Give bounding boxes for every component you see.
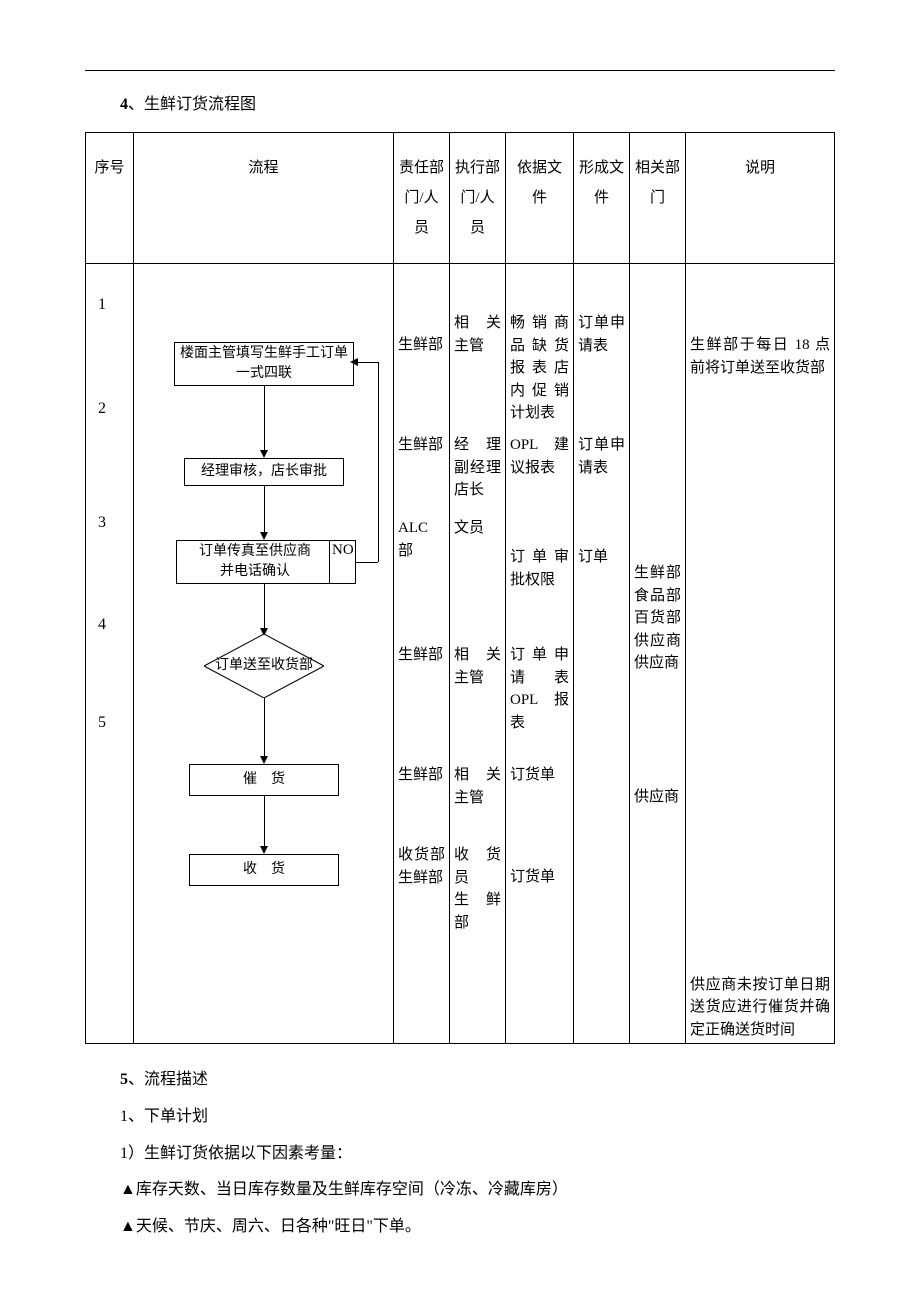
exec-3: 文员 <box>454 517 501 540</box>
fb-top <box>356 362 378 363</box>
th-basis: 依据文件 <box>506 133 574 264</box>
form-1: 订单申请表 <box>578 312 625 357</box>
related-2: 供应商 <box>634 786 681 809</box>
arrow-5-6 <box>264 796 265 848</box>
page-top-rule <box>85 70 835 71</box>
arrow-head-5-6 <box>260 846 268 854</box>
sec5-title: 5、流程描述 <box>120 1062 835 1099</box>
sec5-l3: ▲库存天数、当日库存数量及生鲜库存空间（冷冻、冷藏库房） <box>120 1172 835 1209</box>
th-seq: 序号 <box>86 133 134 264</box>
fb-bot <box>356 562 378 563</box>
resp-4: 生鲜部 <box>398 644 445 667</box>
fb-vert <box>378 362 379 562</box>
arrow-head-4-5 <box>260 756 268 764</box>
resp-5: 生鲜部 <box>398 764 445 787</box>
fb-arrowhead <box>350 358 358 366</box>
basis-6: 订货单 <box>510 866 569 889</box>
flowchart-cell: 楼面主管填写生鲜手工订单一式四联 经理审核，店长审批 订单传真至供应商 并电话确… <box>134 264 394 1044</box>
arrow-4-5 <box>264 698 265 758</box>
seq-4: 4 <box>86 616 133 634</box>
arrow-2-3 <box>264 486 265 534</box>
sec4-text: 生鲜订货流程图 <box>144 96 256 113</box>
sec4-num: 4 <box>120 96 128 113</box>
sec5-l4: ▲天候、节庆、周六、日各种"旺日"下单。 <box>120 1209 835 1246</box>
section-5-block: 5、流程描述 1、下单计划 1）生鲜订货依据以下因素考量： ▲库存天数、当日库存… <box>120 1062 835 1246</box>
basis-1: 畅销商品缺货报表店内促销计划表 <box>510 312 569 425</box>
resp-2: 生鲜部 <box>398 434 445 457</box>
th-exec: 执行部门/人员 <box>450 133 506 264</box>
sec5-l1: 1、下单计划 <box>120 1099 835 1136</box>
desc-bottom: 供应商未按订单日期送货应进行催货并确定正确送货时间 <box>686 974 834 1042</box>
form-cell: 订单申请表 订单申请表 订单 <box>574 264 630 1044</box>
basis-3: 订单审批权限 <box>510 546 569 591</box>
form-2: 订单申请表 <box>578 434 625 479</box>
section-4-title: 4、生鲜订货流程图 <box>120 90 835 114</box>
desc-cell: 生鲜部于每日 18 点前将订单送至收货部 供应商未按订单日期送货应进行催货并确定… <box>686 264 835 1044</box>
th-desc: 说明 <box>686 133 835 264</box>
basis-2: OPL 建议报表 <box>510 434 569 479</box>
arrow-1-2 <box>264 386 265 452</box>
flow-box-3-divider <box>329 540 330 584</box>
table-header-row: 序号 流程 责任部门/人员 执行部门/人员 依据文件 形成文件 相关部门 说明 <box>86 133 835 264</box>
th-form: 形成文件 <box>574 133 630 264</box>
exec-2: 经理 副经理店长 <box>454 434 501 502</box>
related-cell: 生鲜部食品部百货部供应商供应商 供应商 <box>630 264 686 1044</box>
exec-5: 相 关主管 <box>454 764 501 809</box>
diamond-label: 订单送至收货部 <box>204 634 324 698</box>
basis-cell: 畅销商品缺货报表店内促销计划表 OPL 建议报表 订单审批权限 订单申请表 OP… <box>506 264 574 1044</box>
no-label: NO <box>332 542 354 559</box>
th-rel: 相关部门 <box>630 133 686 264</box>
basis-5: 订货单 <box>510 764 569 787</box>
flowchart-table: 序号 流程 责任部门/人员 执行部门/人员 依据文件 形成文件 相关部门 说明 … <box>85 132 835 1044</box>
flow-box-2: 经理审核，店长审批 <box>184 458 344 486</box>
seq-1: 1 <box>86 296 133 314</box>
th-flow: 流程 <box>134 133 394 264</box>
resp-6: 收货部生鲜部 <box>398 844 445 889</box>
exec-6: 收 货员 生 鲜部 <box>454 844 501 934</box>
resp-1: 生鲜部 <box>398 334 445 357</box>
seq-3: 3 <box>86 514 133 532</box>
flow-box-1: 楼面主管填写生鲜手工订单一式四联 <box>174 342 354 386</box>
form-3: 订单 <box>578 546 625 569</box>
table-body-row: 1 2 3 4 5 楼面主管填写生鲜手工订单一式四联 经理审核，店长审批 <box>86 264 835 1044</box>
flow-box-6: 收 货 <box>189 854 339 886</box>
exec-1: 相 关主管 <box>454 312 501 357</box>
seq-2: 2 <box>86 400 133 418</box>
seq-5: 5 <box>86 714 133 732</box>
exec-cell: 相 关主管 经理 副经理店长 文员 相 关主管 相 关主管 收 货员 生 鲜部 <box>450 264 506 1044</box>
arrow-3-4 <box>264 584 265 630</box>
resp-cell: 生鲜部 生鲜部 ALC 部 生鲜部 生鲜部 收货部生鲜部 <box>394 264 450 1044</box>
flow-box-5: 催 货 <box>189 764 339 796</box>
resp-3: ALC 部 <box>398 517 445 562</box>
th-resp: 责任部门/人员 <box>394 133 450 264</box>
flow-diamond: 订单送至收货部 <box>204 634 324 698</box>
related-1: 生鲜部食品部百货部供应商供应商 <box>634 562 681 675</box>
sec5-l2: 1）生鲜订货依据以下因素考量： <box>120 1136 835 1173</box>
desc-top: 生鲜部于每日 18 点前将订单送至收货部 <box>686 334 834 379</box>
exec-4: 相 关主管 <box>454 644 501 689</box>
basis-4: 订单申请表 OPL 报表 <box>510 644 569 734</box>
arrow-head-2-3 <box>260 532 268 540</box>
arrow-head-1-2 <box>260 450 268 458</box>
